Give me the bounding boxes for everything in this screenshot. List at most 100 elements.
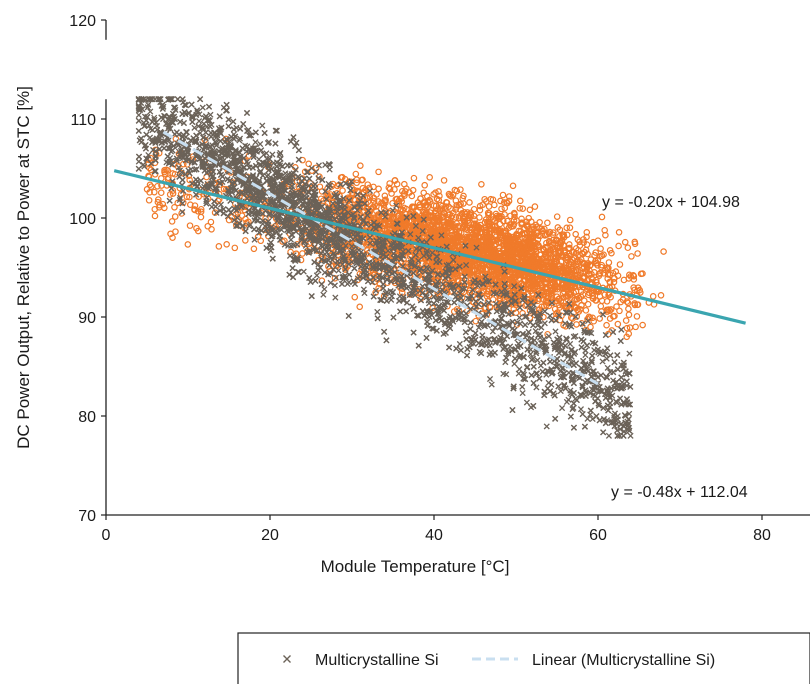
data-point: [204, 222, 212, 230]
data-point: [339, 187, 346, 194]
data-point: [421, 181, 428, 189]
data-point: [544, 219, 551, 227]
data-point: [582, 307, 590, 314]
data-point: [504, 199, 511, 207]
data-point: [526, 206, 534, 214]
data-point: [605, 259, 613, 266]
data-point: [426, 174, 433, 181]
data-point: [352, 170, 360, 178]
data-point: [509, 182, 517, 190]
data-point: [563, 224, 571, 232]
data-point: [186, 193, 193, 201]
data-point: [510, 220, 518, 228]
data-point: [553, 213, 561, 220]
data-point: [596, 269, 604, 277]
data-point: [596, 315, 603, 322]
data-point: [491, 201, 498, 209]
data-point: [293, 178, 301, 185]
data-point: [633, 313, 641, 320]
data-point: [573, 321, 580, 328]
data-point: [516, 197, 524, 205]
data-point: [145, 196, 153, 204]
data-point: [472, 317, 480, 325]
data-point: [351, 293, 359, 301]
data-point: [583, 229, 591, 236]
data-point: [409, 186, 417, 194]
data-point: [420, 189, 428, 197]
data-point: [452, 197, 460, 204]
data-point: [171, 203, 178, 211]
data-point: [625, 305, 632, 313]
data-point: [531, 203, 539, 210]
data-point: [583, 233, 590, 241]
data-point: [519, 309, 526, 317]
data-point: [608, 249, 615, 257]
data-point: [572, 230, 579, 238]
data-point: [186, 222, 194, 229]
data-point: [588, 270, 595, 278]
data-point: [660, 248, 667, 255]
data-point: [408, 192, 416, 200]
data-point: [457, 200, 464, 208]
data-point: [197, 213, 205, 221]
data-point: [639, 321, 646, 329]
data-point: [356, 303, 364, 311]
data-point: [507, 343, 514, 350]
data-point: [624, 244, 632, 252]
data-point: [364, 181, 372, 188]
data-point: [614, 320, 622, 328]
data-point: [410, 174, 418, 182]
data-point: [582, 246, 590, 254]
data-point: [542, 244, 549, 251]
data-point: [622, 317, 630, 324]
data-point: [621, 238, 629, 246]
data-point: [375, 284, 382, 292]
data-point: [179, 160, 187, 168]
data-point: [576, 242, 584, 249]
data-point: [143, 186, 151, 193]
data-point: [186, 201, 194, 209]
data-point: [389, 199, 396, 207]
data-point: [556, 226, 564, 234]
data-point: [592, 276, 600, 284]
data-point: [231, 244, 239, 252]
data-point: [478, 180, 485, 188]
data-point: [597, 245, 604, 252]
data-point: [463, 281, 471, 288]
data-point: [146, 181, 154, 189]
data-point: [584, 300, 592, 308]
data-point: [457, 186, 464, 193]
data-point: [443, 199, 451, 207]
data-point: [357, 162, 364, 169]
data-point: [615, 242, 622, 250]
data-point: [631, 286, 638, 294]
data-point: [453, 201, 460, 209]
data-point: [566, 216, 574, 224]
data-point: [511, 211, 518, 218]
data-point: [184, 241, 192, 248]
data-point: [557, 258, 565, 266]
data-point: [559, 405, 566, 412]
data-point: [194, 227, 202, 235]
data-point: [499, 191, 507, 199]
data-point: [242, 237, 249, 244]
data-point: [616, 307, 623, 315]
data-point: [552, 328, 559, 335]
data-point: [615, 229, 623, 236]
data-point: [199, 104, 206, 111]
data-point: [602, 231, 609, 239]
data-point: [628, 253, 635, 260]
data-point: [435, 188, 442, 195]
data-point: [501, 204, 509, 212]
data-point: [519, 205, 527, 212]
data-point: [250, 245, 258, 253]
data-point: [440, 177, 448, 184]
data-point: [598, 213, 606, 221]
data-point: [597, 302, 605, 310]
data-point: [603, 321, 610, 329]
data-point: [587, 323, 594, 331]
data-point: [634, 250, 641, 257]
data-point: [428, 206, 435, 214]
data-point: [563, 231, 571, 239]
